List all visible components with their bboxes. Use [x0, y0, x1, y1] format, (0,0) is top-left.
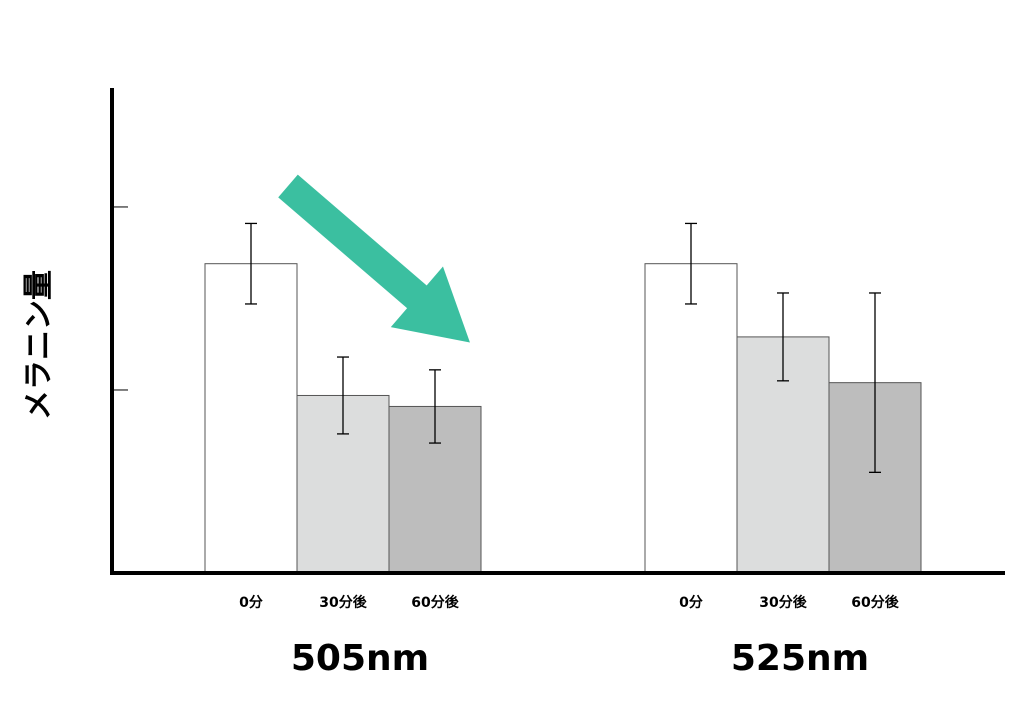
bar-label: 0分: [679, 595, 703, 611]
bar-label: 0分: [239, 595, 263, 611]
group-label: 505nm: [291, 638, 429, 679]
bar-label: 60分後: [851, 594, 899, 611]
bar: [204, 263, 298, 574]
bar: [644, 263, 738, 574]
y-axis-label: メラニン量: [22, 270, 57, 420]
group-label: 525nm: [731, 638, 869, 679]
bar-label: 60分後: [411, 594, 459, 611]
bar-label: 30分後: [319, 594, 367, 611]
arrow: [278, 174, 470, 343]
bar-label: 30分後: [759, 594, 807, 611]
